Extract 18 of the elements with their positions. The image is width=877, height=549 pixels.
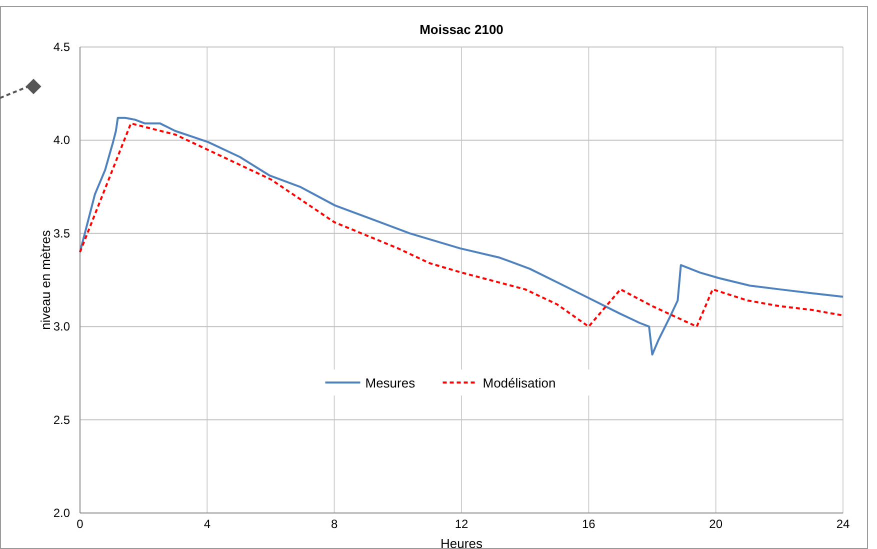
y-tick-label: 3.0	[53, 320, 70, 334]
x-axis-title: Heures	[440, 536, 483, 549]
y-tick-label: 3.5	[53, 226, 70, 240]
x-tick-label: 8	[330, 517, 338, 531]
x-tick-label: 16	[582, 517, 596, 531]
y-tick-label: 4.0	[53, 133, 70, 148]
x-tick-label: 12	[454, 517, 468, 531]
x-tick-label: 20	[709, 517, 723, 531]
x-tick-label: 4	[204, 517, 211, 531]
y-tick-label: 4.5	[53, 40, 70, 54]
y-tick-label: 2.5	[53, 412, 70, 427]
legend-label: Modélisation	[482, 376, 556, 391]
x-tick-label: 24	[836, 517, 850, 531]
legend-label: Mesures	[365, 376, 416, 391]
y-axis-title: niveau en mètres	[38, 230, 53, 330]
x-tick-label: 0	[76, 517, 84, 531]
y-tick-label: 2.0	[53, 506, 70, 520]
chart-title: Moissac 2100	[420, 22, 504, 37]
